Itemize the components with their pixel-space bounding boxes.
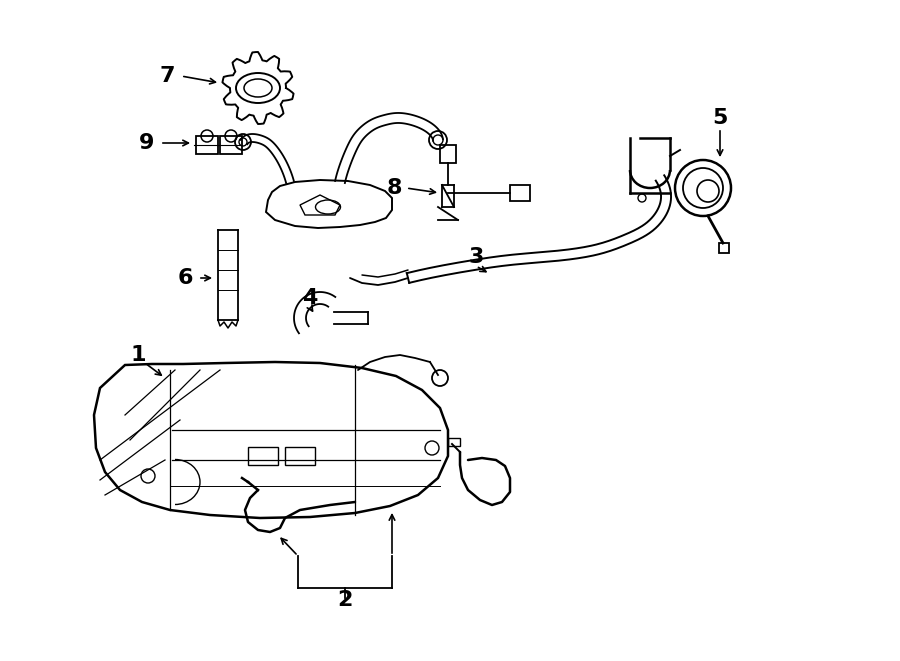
Text: 2: 2 <box>338 590 353 610</box>
Bar <box>285 447 315 465</box>
Text: 9: 9 <box>140 133 155 153</box>
Bar <box>440 145 456 163</box>
Bar <box>510 185 530 201</box>
Bar <box>719 243 729 253</box>
Text: 1: 1 <box>130 345 146 365</box>
Text: 7: 7 <box>159 66 175 86</box>
Text: 5: 5 <box>712 108 728 128</box>
Bar <box>448 438 460 446</box>
Text: 4: 4 <box>302 288 318 308</box>
Bar <box>248 447 278 465</box>
Text: 8: 8 <box>386 178 401 198</box>
Bar <box>196 136 218 154</box>
Text: 3: 3 <box>468 247 483 267</box>
Text: 6: 6 <box>177 268 193 288</box>
Bar <box>220 136 242 154</box>
